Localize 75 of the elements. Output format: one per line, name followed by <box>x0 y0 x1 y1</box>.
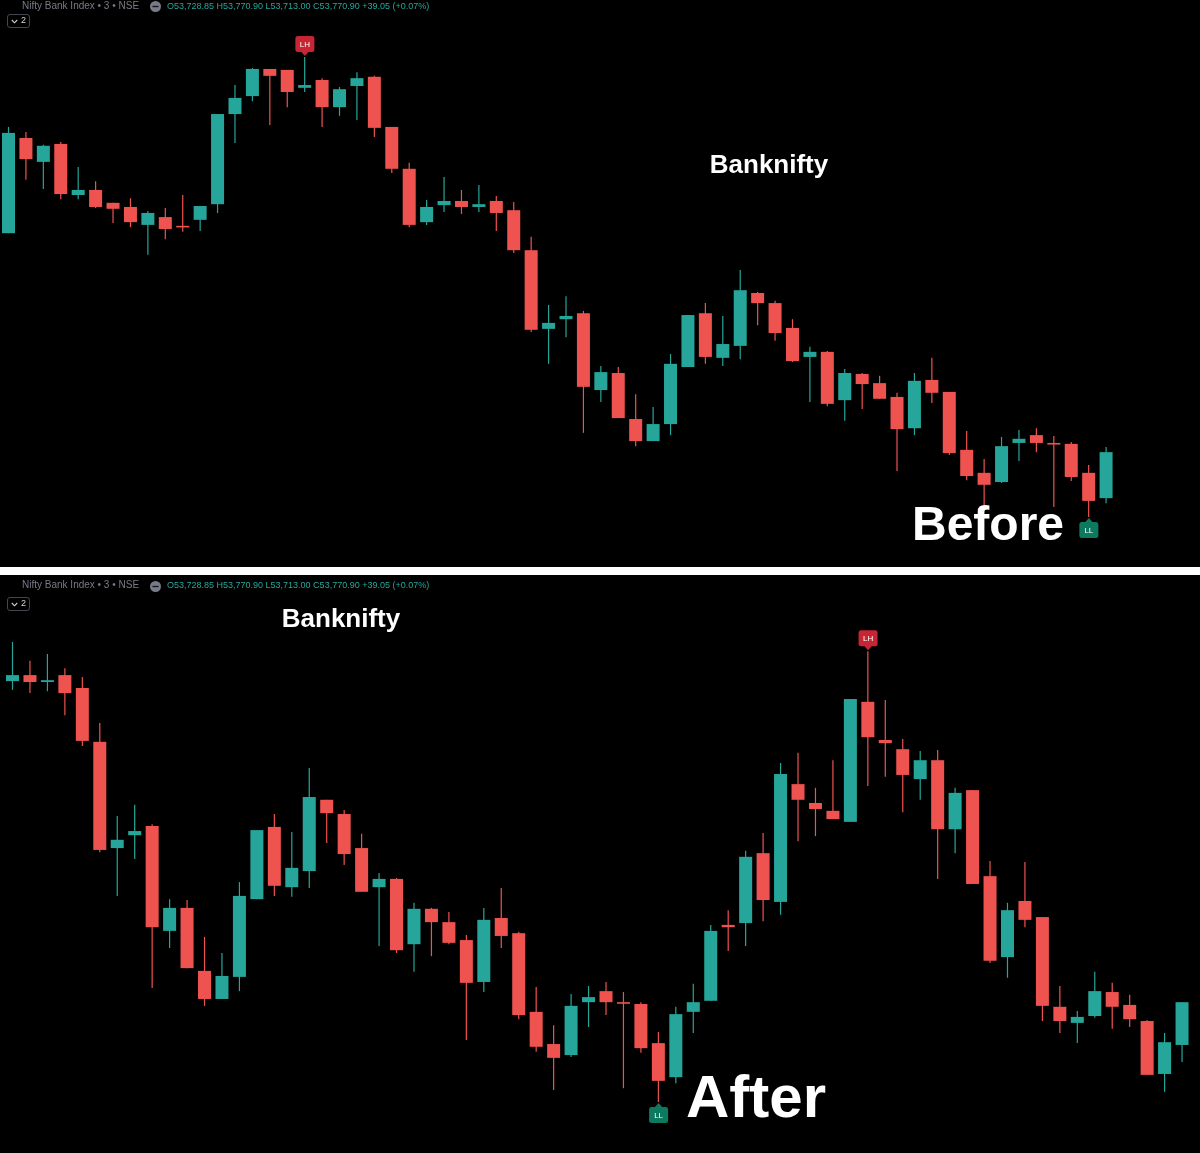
candlestick <box>542 304 556 365</box>
candlestick <box>472 184 486 213</box>
candlestick <box>454 189 468 215</box>
candlestick <box>23 660 37 694</box>
candlestick <box>350 71 364 121</box>
candlestick <box>547 1024 561 1091</box>
candlestick <box>489 195 503 232</box>
candlestick <box>228 84 242 144</box>
candlestick <box>1105 982 1119 1030</box>
candlestick <box>716 315 730 367</box>
candlestick <box>803 346 817 403</box>
candlestick <box>878 699 892 778</box>
chart-title: Banknifty <box>280 603 402 635</box>
candlestick <box>19 131 33 181</box>
candlestick <box>158 207 172 240</box>
candlestick <box>141 210 155 256</box>
annotation: LH <box>299 40 311 49</box>
candlestick <box>1070 1010 1084 1044</box>
candlestick <box>71 166 85 200</box>
candlestick <box>873 375 887 400</box>
candlestick <box>855 372 869 410</box>
annotation: Before <box>912 497 1065 550</box>
candlestick <box>437 176 451 213</box>
text: Banknifty <box>708 149 830 181</box>
candlestick <box>424 907 438 957</box>
candlestick <box>826 759 840 820</box>
candlestick <box>599 981 613 1016</box>
candlestick <box>372 872 386 947</box>
candlestick <box>1018 861 1032 928</box>
candlestick <box>1053 985 1067 1034</box>
annotation: After <box>686 1063 827 1130</box>
candlestick <box>925 357 939 404</box>
candlestick <box>442 911 456 945</box>
candlestick <box>582 985 596 1028</box>
candlestick <box>1123 994 1137 1028</box>
candlestick <box>629 393 643 447</box>
text: O53,728.85 H53,770.90 L53,713.00 C53,770.90 +39.05 (+0.07%) <box>167 0 430 11</box>
candlestick <box>594 365 608 403</box>
candlestick <box>6 642 19 691</box>
candlestick <box>110 815 124 897</box>
candlestick <box>913 750 927 801</box>
candlestick <box>40 653 54 692</box>
candlestick <box>298 57 312 93</box>
candlestick <box>646 406 660 442</box>
annotation: LL <box>654 1111 664 1120</box>
dropdown-button: 2 <box>7 14 30 28</box>
candlestick <box>751 291 765 326</box>
candlestick <box>616 991 630 1089</box>
candlestick <box>128 804 142 860</box>
candlestick <box>123 197 137 228</box>
candlestick <box>808 787 822 837</box>
dropdown-button: 2 <box>7 597 30 611</box>
candlestick <box>494 887 508 949</box>
candlestick <box>280 69 294 108</box>
candlestick <box>791 752 805 842</box>
candlestick <box>559 295 573 338</box>
candlestick <box>263 68 277 126</box>
candlestick <box>333 86 347 117</box>
candlestick <box>1012 429 1026 462</box>
text: Nifty Bank Index • 3 • NSE <box>22 579 140 590</box>
candlestick <box>1029 427 1043 453</box>
candlestick <box>163 898 177 949</box>
candlestick <box>215 952 229 1000</box>
candlestick <box>285 831 299 898</box>
candlestick <box>193 205 207 232</box>
text: Nifty Bank Index • 3 • NSE <box>22 0 140 11</box>
candlestick <box>320 799 334 844</box>
candlestick <box>89 180 103 209</box>
candlestick <box>58 667 72 716</box>
annotation: LL <box>1084 526 1094 535</box>
candlestick <box>686 983 700 1034</box>
annotation: LH <box>862 634 874 644</box>
candlestick <box>420 199 434 226</box>
text: O53,728.85 H53,770.90 L53,713.00 C53,770.90 +39.05 (+0.07%) <box>167 579 430 590</box>
candlestick <box>36 144 50 190</box>
